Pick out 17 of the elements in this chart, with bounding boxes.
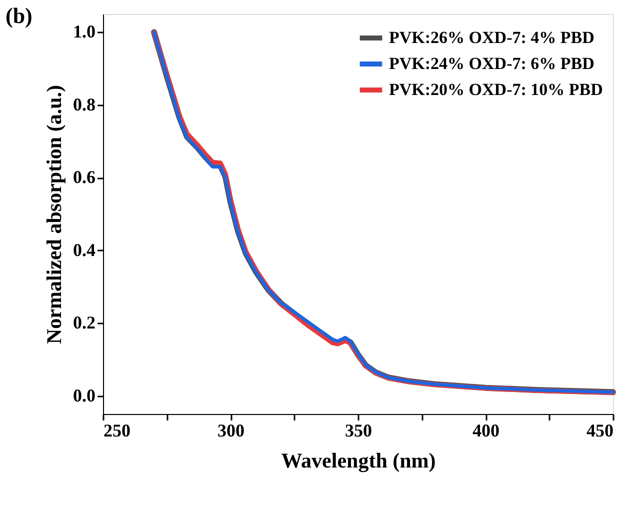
x-axis-title: Wavelength (nm) [281, 448, 436, 472]
x-tick-label: 350 [345, 420, 372, 440]
x-tick-label: 400 [472, 420, 500, 440]
y-tick-label: 1.0 [73, 22, 96, 42]
legend-label: PVK:20% OXD-7: 10% PBD [389, 80, 603, 99]
x-tick-label: 250 [104, 420, 130, 440]
legend-label: PVK:24% OXD-7: 6% PBD [389, 54, 594, 73]
y-tick-label: 0.6 [73, 167, 96, 188]
y-tick-label: 0.0 [73, 385, 96, 406]
x-tick-label: 300 [218, 420, 244, 440]
y-tick-label: 0.2 [73, 312, 96, 333]
y-axis-title: Normalized absorption (a.u.) [42, 85, 66, 344]
chart-title: (b) [6, 3, 32, 28]
x-tick-label: 450 [586, 420, 614, 440]
legend-label: PVK:26% OXD-7: 4% PBD [389, 28, 594, 47]
y-tick-label: 0.8 [73, 94, 96, 114]
y-tick-label: 0.4 [73, 240, 96, 260]
